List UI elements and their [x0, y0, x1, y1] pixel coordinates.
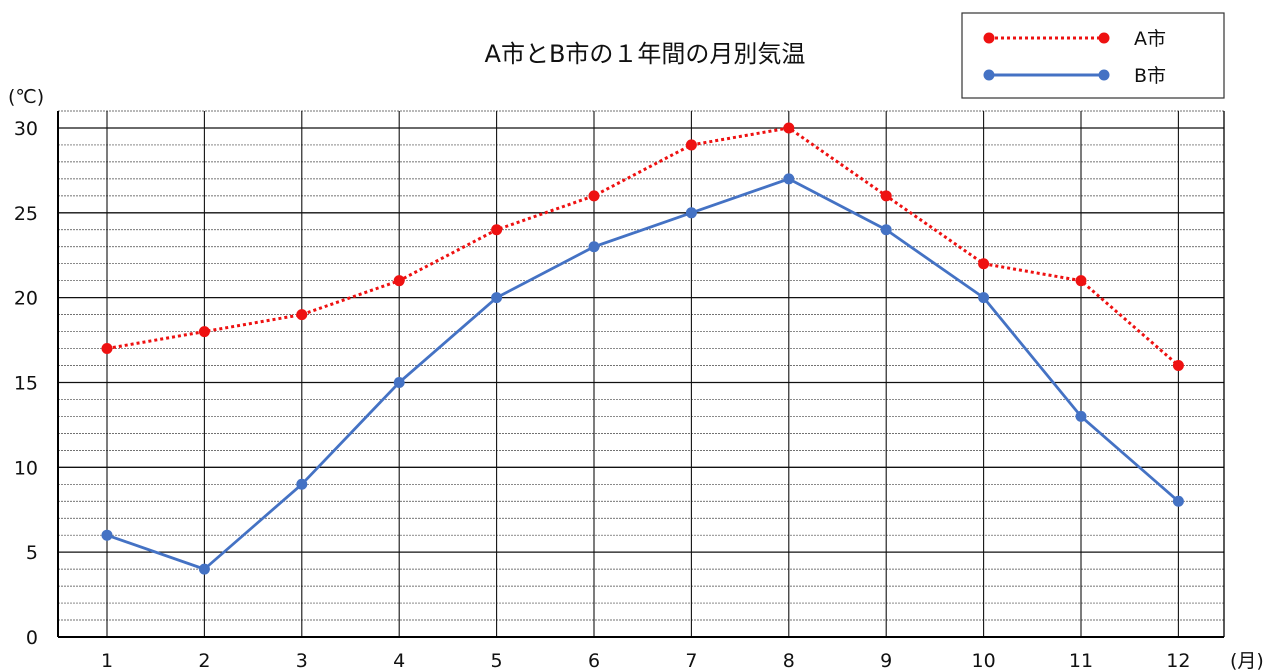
x-tick-label: 3 [296, 650, 308, 672]
x-tick-label: 1 [101, 650, 113, 672]
legend-box [961, 12, 1225, 99]
legend-marker [1098, 69, 1110, 81]
data-point [393, 275, 405, 287]
y-tick-label: 30 [14, 118, 38, 140]
data-point [588, 241, 600, 253]
data-point [101, 343, 113, 355]
x-tick-label: 10 [972, 650, 996, 672]
y-axis-unit: (℃) [8, 86, 44, 108]
data-point [198, 326, 210, 338]
data-point [393, 376, 405, 388]
legend-marker [983, 32, 995, 44]
x-axis-unit: (月) [1230, 650, 1264, 672]
y-tick-label: 25 [14, 203, 38, 225]
series-2 [101, 173, 1184, 575]
y-tick-label: 0 [26, 627, 38, 649]
y-tick-label: 15 [14, 372, 38, 394]
data-point [880, 190, 892, 202]
data-point [491, 224, 503, 236]
data-point [783, 173, 795, 185]
data-point [978, 292, 990, 304]
series-line [106, 126, 1180, 367]
x-tick-label: 6 [588, 650, 600, 672]
series-line [106, 177, 1180, 571]
x-tick-label: 7 [685, 650, 697, 672]
legend: A市 B市 [961, 12, 1225, 99]
y-tick-label: 20 [14, 288, 38, 310]
legend-marker [1098, 32, 1110, 44]
legend-label: A市 [1134, 28, 1166, 50]
series-lines [101, 122, 1184, 575]
x-tick-label: 4 [393, 650, 405, 672]
data-point [1075, 275, 1087, 287]
y-tick-label: 10 [14, 457, 38, 479]
data-point [296, 478, 308, 490]
y-tick-labels: 0 5 10 15 20 25 30 [14, 118, 38, 649]
axes [57, 111, 1225, 638]
x-tick-label: 12 [1166, 650, 1190, 672]
y-tick-label: 5 [26, 542, 38, 564]
legend-marker [983, 69, 995, 81]
data-point [1172, 495, 1184, 507]
data-point [685, 139, 697, 151]
data-point [978, 258, 990, 270]
x-tick-label: 5 [491, 650, 503, 672]
legend-label: B市 [1134, 65, 1166, 87]
x-tick-label: 9 [880, 650, 892, 672]
data-point [783, 122, 795, 134]
data-point [685, 207, 697, 219]
x-tick-label: 11 [1069, 650, 1093, 672]
data-point [198, 563, 210, 575]
data-point [588, 190, 600, 202]
data-point [1075, 410, 1087, 422]
x-tick-label: 2 [198, 650, 210, 672]
x-tick-label: 8 [783, 650, 795, 672]
data-point [491, 292, 503, 304]
data-point [1172, 360, 1184, 372]
data-point [296, 309, 308, 321]
chart-title: A市とB市の１年間の月別気温 [485, 40, 806, 68]
series-1 [101, 122, 1184, 372]
x-tick-labels: 1 2 3 4 5 6 7 8 9 10 11 12 [101, 650, 1191, 672]
data-point [880, 224, 892, 236]
grid [58, 110, 1224, 637]
data-point [101, 529, 113, 541]
